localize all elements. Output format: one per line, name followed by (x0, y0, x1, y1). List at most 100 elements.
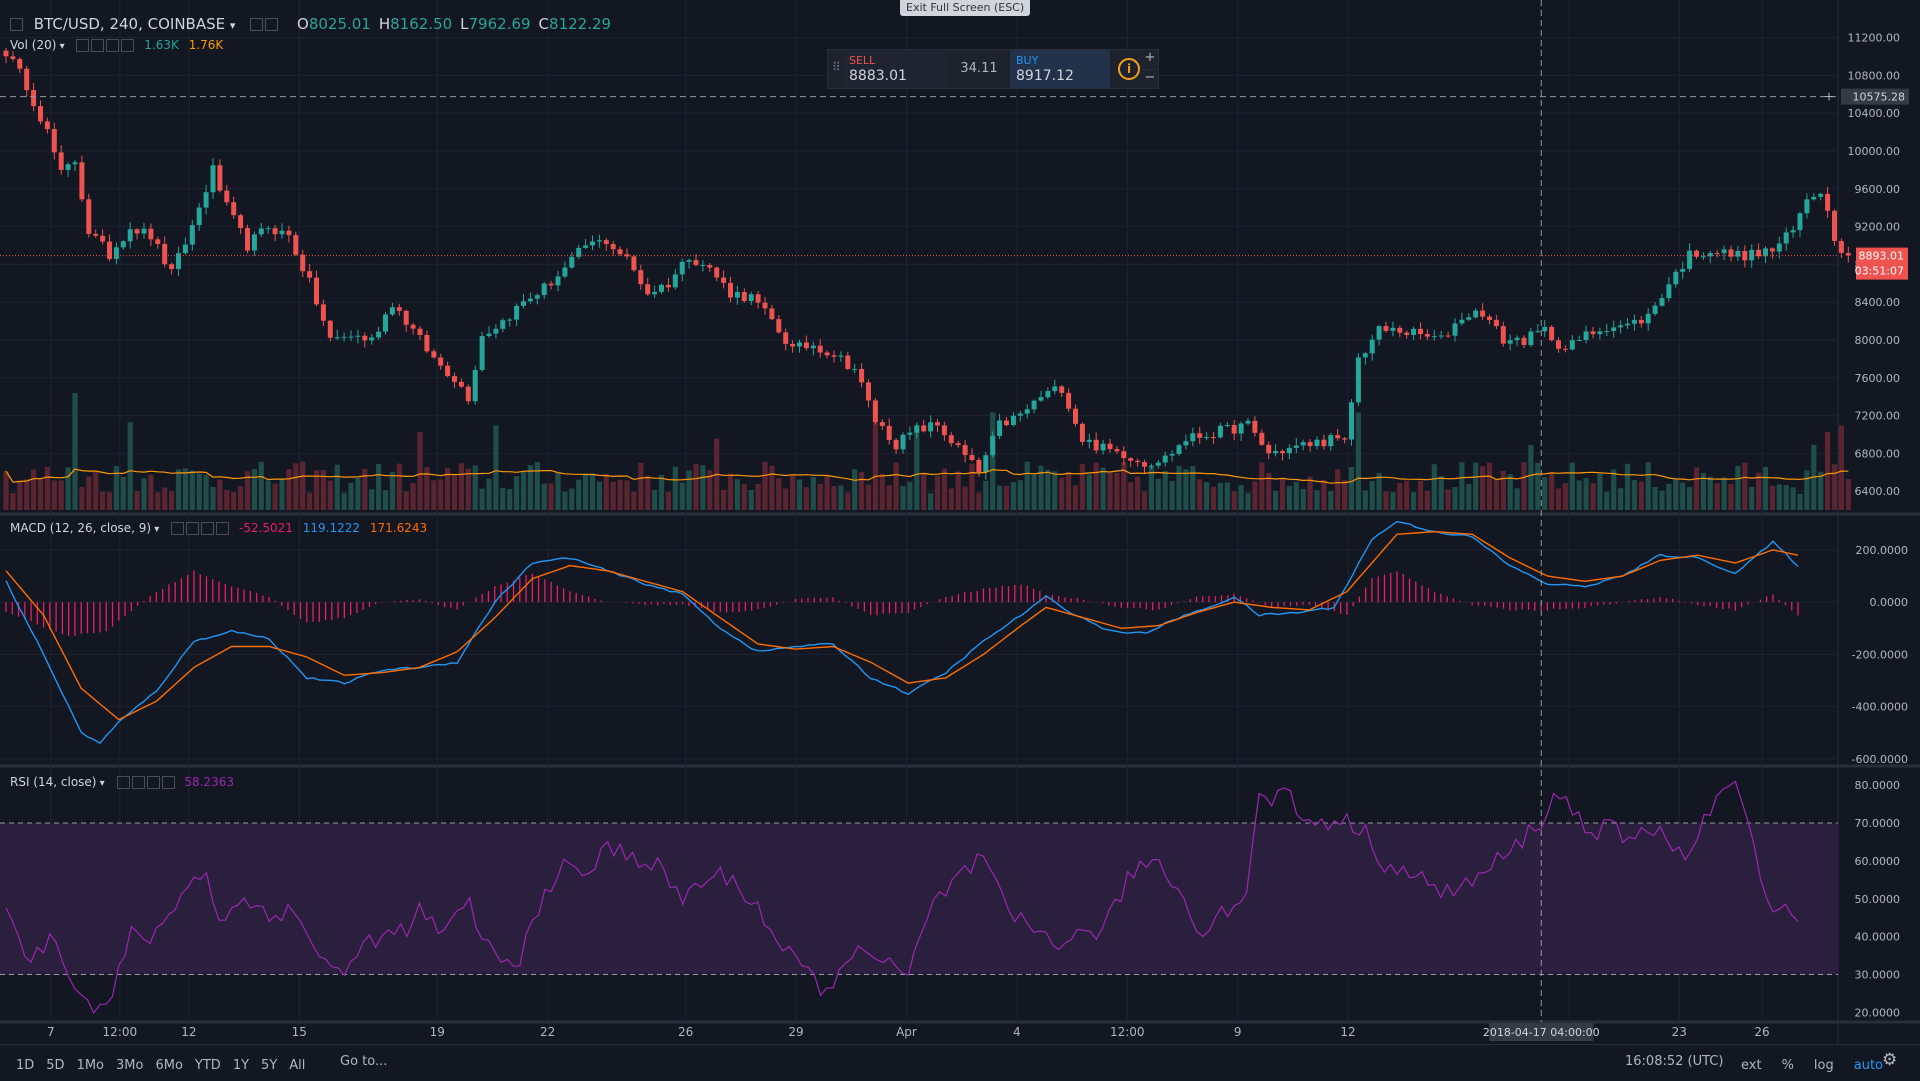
candle[interactable] (1487, 316, 1492, 320)
candle[interactable] (534, 295, 540, 299)
candle[interactable] (1293, 445, 1299, 448)
candle[interactable] (279, 230, 285, 235)
macd-label[interactable]: MACD (12, 26, close, 9) (10, 521, 152, 535)
range-1y-button[interactable]: 1Y (232, 1058, 250, 1073)
candle[interactable] (1445, 335, 1451, 337)
candle[interactable] (389, 307, 395, 315)
candle[interactable] (231, 202, 237, 216)
candle[interactable] (1618, 325, 1624, 328)
candle[interactable] (541, 283, 547, 296)
candle[interactable] (1694, 250, 1699, 257)
candle[interactable] (1611, 327, 1617, 332)
candle[interactable] (714, 267, 720, 278)
candle[interactable] (1093, 439, 1099, 451)
candle[interactable] (1769, 248, 1775, 252)
candle[interactable] (500, 320, 506, 329)
candle[interactable] (1369, 339, 1375, 354)
candle[interactable] (307, 271, 313, 278)
candle[interactable] (1638, 319, 1644, 324)
candle[interactable] (341, 336, 347, 338)
candle[interactable] (107, 241, 112, 259)
range-5y-button[interactable]: 5Y (261, 1058, 278, 1073)
candle[interactable] (1542, 326, 1548, 332)
candle[interactable] (100, 235, 106, 242)
symbol-title[interactable]: BTC/USD, 240, COINBASE (33, 15, 226, 33)
candle[interactable] (886, 425, 892, 440)
candle[interactable] (1763, 248, 1768, 257)
candle[interactable] (1590, 331, 1596, 335)
candle[interactable] (1625, 323, 1630, 326)
candle[interactable] (1355, 357, 1361, 403)
candle[interactable] (1549, 326, 1555, 341)
candle[interactable] (1493, 319, 1499, 327)
settings-icon[interactable] (250, 18, 264, 31)
candle[interactable] (1280, 451, 1285, 454)
candle[interactable] (1045, 391, 1051, 398)
candle[interactable] (631, 256, 637, 271)
close-series-icon[interactable] (265, 18, 279, 31)
candle[interactable] (1700, 256, 1706, 258)
range-ytd-button[interactable]: YTD (194, 1058, 221, 1073)
candle[interactable] (914, 425, 920, 433)
candle[interactable] (790, 343, 796, 347)
candle[interactable] (983, 455, 989, 473)
candle[interactable] (1480, 310, 1486, 317)
candle[interactable] (1535, 331, 1541, 333)
candle[interactable] (507, 319, 513, 321)
candle[interactable] (424, 334, 430, 352)
rsi-line[interactable] (5, 780, 1799, 1015)
scale-auto-button[interactable]: auto (1853, 1058, 1884, 1073)
add-alert-icon[interactable]: + (1824, 90, 1834, 104)
candle[interactable] (1659, 298, 1665, 306)
scale-log-button[interactable]: log (1813, 1058, 1834, 1073)
candle[interactable] (1114, 449, 1120, 452)
candle[interactable] (1217, 425, 1223, 438)
candle[interactable] (852, 368, 858, 370)
candle[interactable] (603, 240, 609, 245)
candle[interactable] (659, 284, 664, 292)
chevron-down-icon[interactable]: ▾ (151, 524, 160, 535)
candle[interactable] (348, 336, 354, 338)
candle[interactable] (1569, 340, 1575, 350)
candle[interactable] (458, 381, 464, 387)
scale-ext-button[interactable]: ext (1741, 1058, 1762, 1073)
candle[interactable] (1266, 444, 1272, 454)
candle[interactable] (1314, 439, 1320, 447)
candle[interactable] (1673, 271, 1679, 285)
candle[interactable] (707, 265, 713, 268)
candle[interactable] (376, 331, 382, 338)
settings-icon[interactable] (116, 776, 130, 789)
candle[interactable] (127, 229, 133, 242)
candle[interactable] (445, 365, 451, 377)
candle[interactable] (1349, 402, 1354, 440)
candle[interactable] (941, 425, 947, 436)
candle[interactable] (907, 432, 913, 435)
collapse-icon[interactable] (10, 18, 23, 31)
candle[interactable] (1562, 348, 1568, 350)
candle[interactable] (679, 261, 685, 275)
candle[interactable] (1838, 240, 1844, 253)
buy-button[interactable]: BUY 8917.12 (1010, 50, 1110, 88)
candle[interactable] (1183, 441, 1189, 446)
candle[interactable] (748, 294, 754, 302)
candle[interactable] (245, 227, 250, 251)
candle[interactable] (1128, 458, 1134, 461)
candle[interactable] (728, 282, 733, 298)
candle[interactable] (769, 308, 775, 320)
candle[interactable] (79, 162, 85, 200)
candle[interactable] (693, 260, 699, 266)
candle[interactable] (169, 264, 175, 269)
candle[interactable] (1528, 331, 1534, 346)
candle[interactable] (113, 247, 119, 259)
candle[interactable] (417, 328, 423, 335)
candle[interactable] (1024, 409, 1030, 414)
candle[interactable] (1631, 319, 1637, 324)
hide-icon[interactable] (131, 776, 145, 789)
candle[interactable] (997, 420, 1003, 436)
exit-fullscreen-button[interactable]: Exit Full Screen (ESC) (900, 0, 1031, 16)
candle[interactable] (1224, 424, 1230, 426)
candle[interactable] (1321, 439, 1327, 447)
candle[interactable] (555, 276, 561, 286)
candle[interactable] (1438, 335, 1444, 337)
